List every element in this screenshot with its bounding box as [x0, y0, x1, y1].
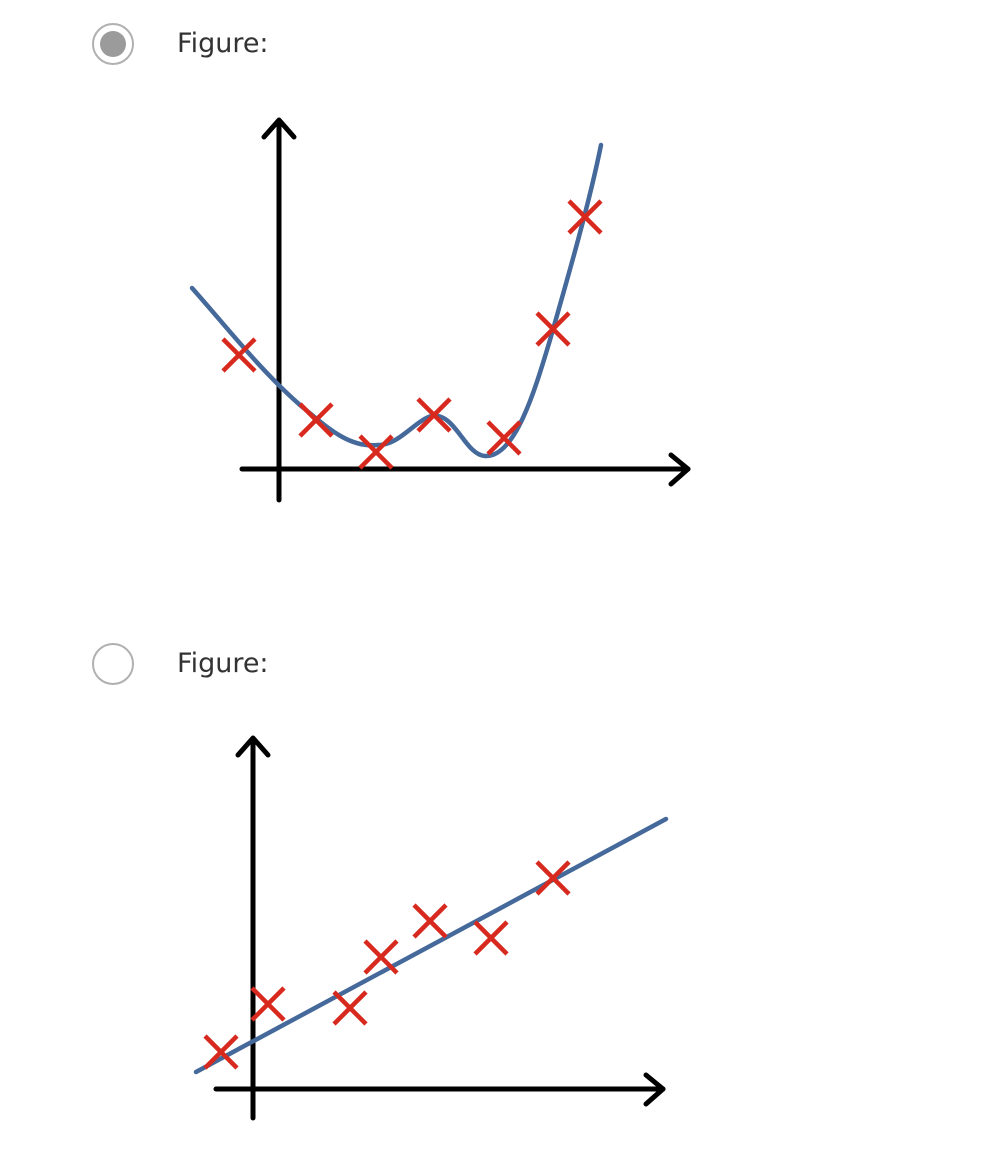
axes: [239, 117, 691, 503]
data-point-marker: [535, 860, 571, 896]
fitted-curve: [189, 142, 604, 459]
data-points: [203, 860, 571, 1070]
data-point-marker: [358, 434, 394, 470]
data-point-marker: [298, 402, 334, 438]
option-label: Figure:: [177, 648, 269, 679]
fitted-line: [193, 816, 669, 1075]
x-axis-arrowhead: [643, 1072, 666, 1107]
data-point-marker: [473, 920, 509, 956]
y-axis-arrowhead: [261, 117, 297, 140]
data-points: [221, 199, 603, 470]
radio-button-option-1[interactable]: [92, 23, 134, 65]
data-point-marker: [412, 903, 448, 939]
radio-button-option-2[interactable]: [92, 643, 134, 685]
data-point-marker: [486, 420, 522, 456]
answer-option-1[interactable]: Figure:: [0, 0, 998, 560]
x-axis-arrowhead: [668, 452, 691, 487]
option-label: Figure:: [177, 28, 269, 59]
data-point-marker: [416, 397, 452, 433]
data-point-marker: [221, 337, 257, 373]
data-point-marker: [363, 939, 399, 975]
figure-overfit-curve: [189, 117, 691, 503]
data-point-marker: [567, 199, 603, 235]
radio-selected-dot: [100, 31, 126, 57]
data-point-marker: [250, 986, 286, 1022]
answer-option-2[interactable]: Figure:: [0, 620, 998, 1160]
y-axis-arrowhead: [235, 735, 271, 758]
figure-linear-fit: [193, 735, 669, 1121]
data-point-marker: [332, 990, 368, 1026]
axes: [213, 735, 666, 1121]
data-point-marker: [203, 1034, 239, 1070]
data-point-marker: [535, 311, 571, 347]
